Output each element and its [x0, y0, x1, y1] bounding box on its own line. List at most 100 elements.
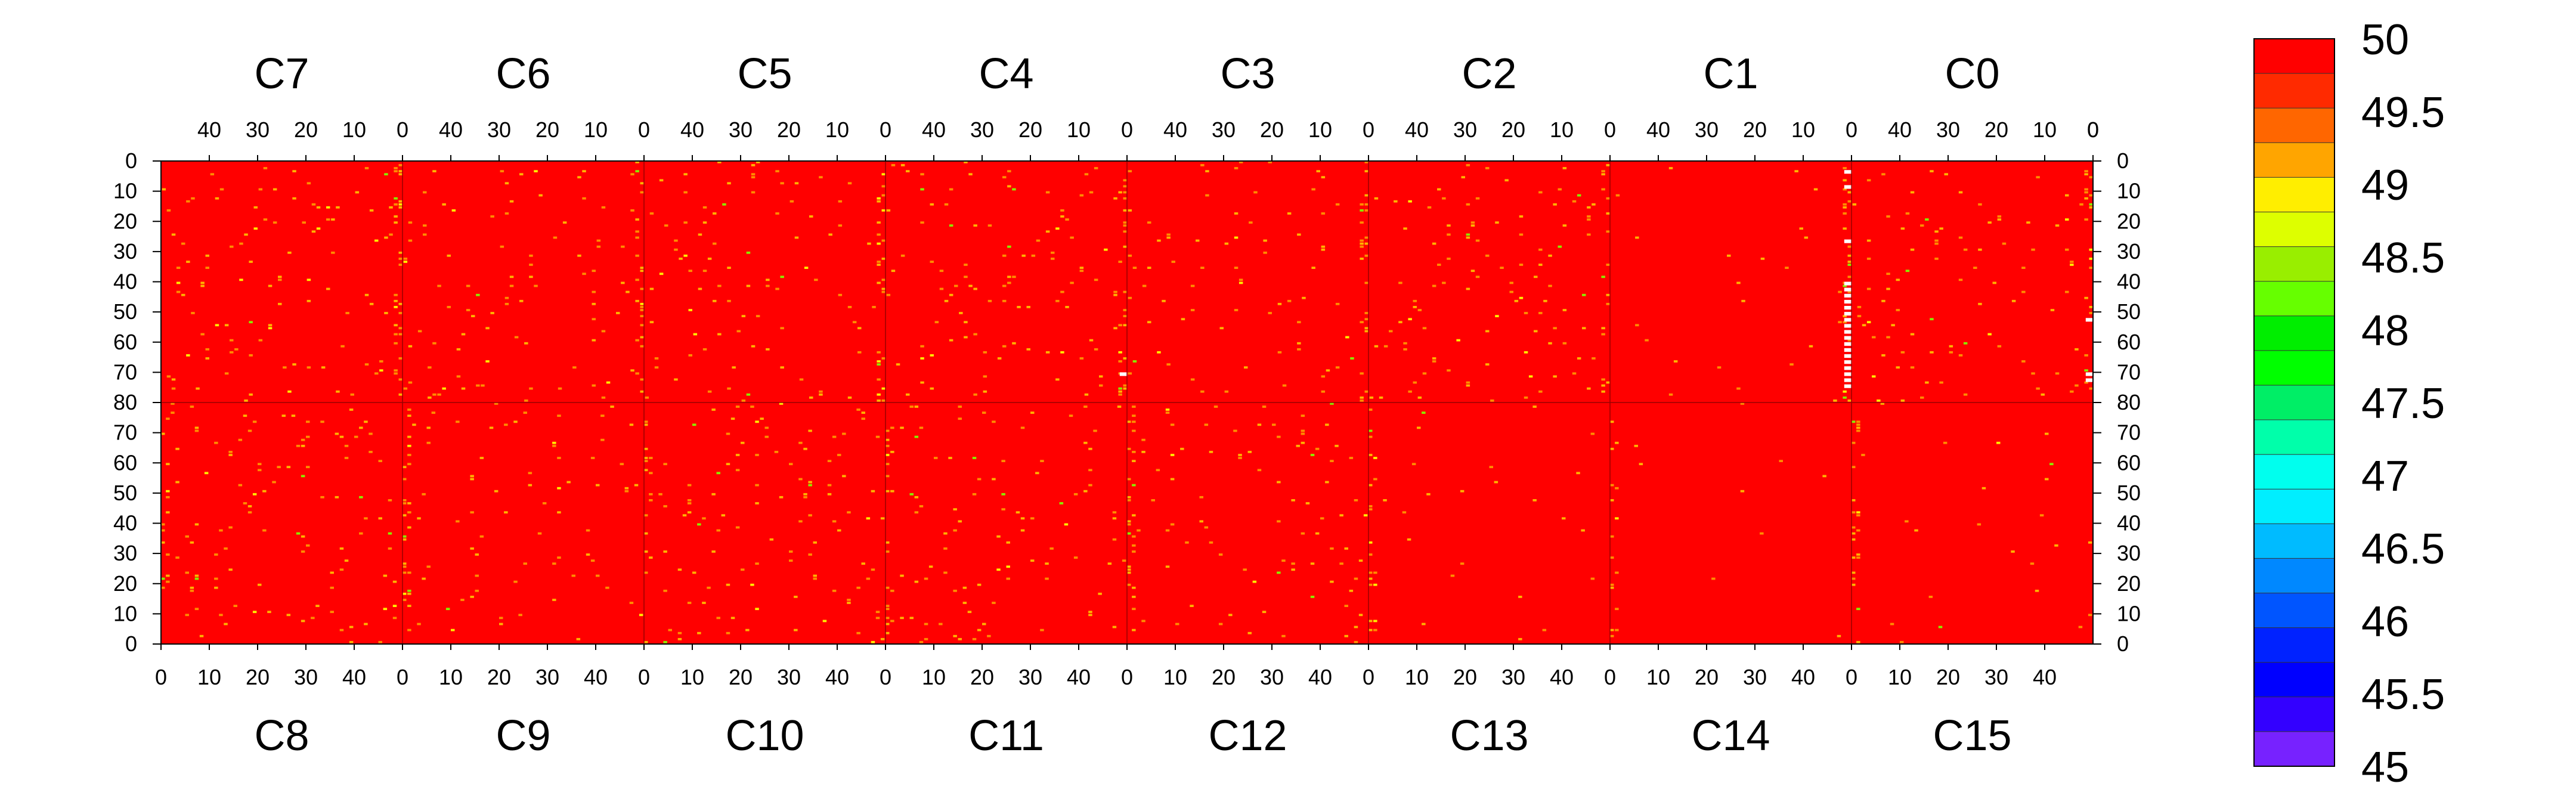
- deviation-cell: [422, 577, 426, 580]
- deviation-cell: [181, 293, 185, 296]
- y-tick-label: 10: [2117, 179, 2141, 203]
- deviation-cell: [1610, 535, 1614, 538]
- deviation-cell: [968, 173, 973, 176]
- deviation-cell: [1417, 396, 1422, 399]
- deviation-cell: [344, 559, 349, 562]
- deviation-cell: [1450, 574, 1455, 577]
- deviation-cell: [827, 460, 832, 462]
- deviation-cell: [1364, 312, 1368, 314]
- deviation-cell: [1157, 351, 1161, 354]
- deviation-cell: [494, 490, 499, 493]
- deviation-cell: [1321, 212, 1326, 215]
- deviation-cell: [509, 200, 514, 203]
- deviation-cell: [1344, 634, 1348, 637]
- x-tick-label: 10: [2033, 117, 2057, 142]
- deviation-cell: [630, 209, 634, 212]
- deviation-cell: [1118, 390, 1122, 393]
- deviation-cell: [914, 580, 919, 583]
- deviation-cell: [1089, 339, 1094, 342]
- deviation-cell: [2089, 312, 2093, 314]
- deviation-cell: [432, 342, 436, 345]
- deviation-cell: [398, 203, 402, 206]
- dead-cell: [1844, 299, 1852, 304]
- dead-cell: [2085, 318, 2094, 322]
- deviation-cell: [296, 444, 301, 447]
- deviation-cell: [649, 556, 653, 559]
- deviation-cell: [369, 302, 374, 305]
- deviation-cell: [249, 321, 253, 324]
- deviation-cell: [301, 620, 305, 623]
- deviation-cell: [1364, 209, 1368, 212]
- deviation-cell: [886, 429, 890, 432]
- deviation-cell: [1843, 227, 1847, 230]
- deviation-cell: [2036, 387, 2040, 390]
- deviation-cell: [924, 637, 928, 640]
- deviation-cell: [1017, 306, 1021, 308]
- deviation-cell: [268, 327, 273, 330]
- deviation-cell: [301, 444, 305, 447]
- deviation-cell: [890, 620, 894, 623]
- deviation-cell: [906, 170, 910, 172]
- deviation-cell: [1880, 403, 1885, 405]
- deviation-cell: [1360, 203, 1364, 206]
- deviation-cell: [1228, 614, 1233, 617]
- deviation-cell: [267, 611, 271, 614]
- deviation-cell: [1021, 254, 1026, 257]
- deviation-cell: [1943, 441, 1948, 444]
- deviation-cell: [398, 393, 402, 396]
- y-tick-label: 50: [2117, 299, 2141, 324]
- deviation-cell: [194, 577, 199, 580]
- deviation-cell: [2070, 261, 2074, 263]
- chip-label: C7: [254, 50, 309, 98]
- deviation-cell: [161, 523, 165, 526]
- deviation-cell: [504, 423, 508, 426]
- deviation-cell: [982, 623, 986, 626]
- deviation-cell: [402, 571, 407, 574]
- deviation-cell: [996, 568, 1001, 571]
- x-tick-label: 20: [1260, 117, 1284, 142]
- deviation-cell: [378, 460, 382, 462]
- deviation-cell: [1606, 230, 1610, 233]
- deviation-cell: [1234, 167, 1239, 169]
- deviation-cell: [1070, 236, 1074, 239]
- dead-cell: [1119, 372, 1128, 376]
- deviation-cell: [1760, 532, 1764, 535]
- deviation-cell: [959, 312, 963, 314]
- deviation-cell: [1373, 457, 1377, 459]
- deviation-cell: [1132, 586, 1136, 589]
- deviation-cell: [1045, 577, 1049, 580]
- deviation-cell: [1668, 167, 1673, 169]
- deviation-cell: [1291, 499, 1295, 501]
- deviation-cell: [1094, 278, 1098, 281]
- deviation-cell: [1958, 191, 1963, 194]
- deviation-cell: [1736, 387, 1741, 390]
- deviation-cell: [1132, 550, 1136, 553]
- deviation-cell: [1872, 336, 1876, 339]
- deviation-cell: [900, 254, 905, 257]
- deviation-cell: [1475, 239, 1480, 242]
- deviation-cell: [847, 599, 851, 601]
- deviation-cell: [384, 236, 388, 239]
- deviation-cell: [2065, 290, 2069, 293]
- deviation-cell: [1141, 438, 1145, 441]
- deviation-cell: [2045, 478, 2049, 481]
- deviation-cell: [1711, 577, 1716, 580]
- deviation-cell: [827, 484, 832, 487]
- y-tick-label: 30: [2117, 541, 2141, 565]
- x-tick-label: 20: [1984, 117, 2008, 142]
- deviation-cell: [509, 275, 514, 278]
- deviation-cell: [640, 302, 644, 305]
- deviation-cell: [789, 550, 793, 553]
- deviation-cell: [677, 631, 682, 634]
- deviation-cell: [886, 605, 890, 607]
- chip-label: C1: [1703, 50, 1758, 98]
- deviation-cell: [1896, 309, 1900, 311]
- deviation-cell: [1335, 366, 1340, 369]
- deviation-cell: [364, 363, 369, 366]
- deviation-cell: [1059, 502, 1064, 504]
- deviation-cell: [1171, 261, 1175, 263]
- deviation-cell: [166, 375, 171, 378]
- deviation-cell: [881, 387, 886, 390]
- deviation-cell: [1287, 299, 1292, 302]
- deviation-cell: [751, 191, 756, 194]
